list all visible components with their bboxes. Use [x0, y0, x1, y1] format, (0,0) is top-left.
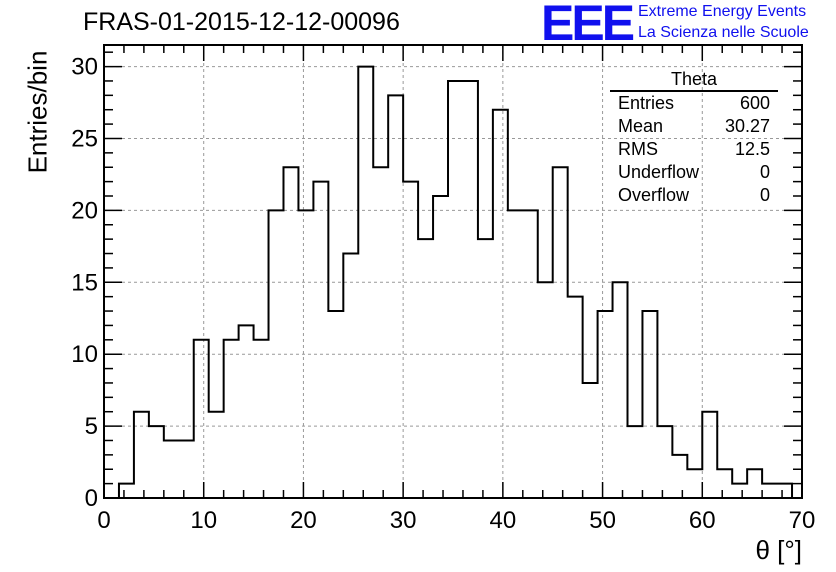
y-tick-label: 0 — [85, 485, 98, 512]
x-tick-label: 20 — [290, 507, 317, 534]
x-tick-label: 50 — [589, 507, 616, 534]
histogram-bin — [283, 167, 298, 498]
x-tick-label: 0 — [97, 507, 110, 534]
y-tick-label: 25 — [71, 125, 98, 152]
histogram-bin — [224, 340, 239, 498]
stats-row-rms: RMS 12.5 — [610, 138, 778, 161]
histogram-bin — [433, 196, 448, 498]
run-title: FRAS-01-2015-12-12-00096 — [83, 8, 400, 36]
stats-row-entries: Entries 600 — [610, 92, 778, 115]
histogram-bin — [149, 426, 164, 498]
histogram-bin — [762, 484, 777, 498]
x-tick-label: 10 — [190, 507, 217, 534]
plot-frame — [103, 44, 803, 499]
x-tick-label: 70 — [789, 507, 816, 534]
stats-box: Theta Entries 600 Mean 30.27 RMS 12.5 Un… — [610, 69, 778, 207]
histogram-bin — [164, 440, 179, 498]
axis-ticks — [103, 45, 803, 499]
histogram-bin — [478, 239, 493, 498]
stats-value: 0 — [759, 162, 770, 182]
histogram-bin — [493, 110, 508, 498]
histogram-step-line — [117, 65, 794, 498]
logo-line-1: Extreme Energy Events — [638, 3, 807, 20]
histogram-bin — [568, 297, 583, 498]
histogram-bin — [583, 383, 598, 498]
histogram-bin — [373, 167, 388, 498]
histogram-bin — [194, 340, 209, 498]
histogram-bin — [642, 311, 657, 498]
histogram-bin — [134, 412, 149, 498]
histogram-bin — [388, 95, 403, 498]
histogram-bin — [298, 210, 313, 498]
y-tick-label: 30 — [71, 54, 98, 81]
histogram-bin — [209, 412, 224, 498]
histogram-bin — [747, 469, 762, 498]
stats-label: Entries — [618, 93, 675, 113]
histogram-bin — [239, 325, 254, 498]
stats-value: 0 — [759, 185, 770, 205]
histogram-bin — [598, 311, 613, 498]
y-tick-label: 15 — [71, 269, 98, 296]
histogram-bin — [448, 81, 463, 498]
logo-line-2: La Scienza nelle Scuole — [638, 24, 809, 41]
stats-value: 600 — [739, 93, 770, 113]
stats-label: Mean — [618, 116, 664, 136]
histogram-bin — [119, 484, 134, 498]
histogram-bin — [538, 282, 553, 498]
histogram-bin — [687, 469, 702, 498]
eee-logo: EEE — [541, 0, 635, 51]
x-tick-label: 60 — [689, 507, 716, 534]
stats-label: Underflow — [618, 162, 700, 182]
stats-label: Overflow — [618, 185, 690, 205]
axis-tick-labels: 0 10 20 30 40 50 60 70 0 5 10 15 20 25 30 — [71, 54, 815, 534]
histogram-bin — [672, 455, 687, 498]
histogram-bin — [657, 426, 672, 498]
histogram-bin — [269, 210, 284, 498]
y-axis-label: Entries/bin — [22, 50, 53, 174]
stats-value: 30.27 — [724, 116, 770, 136]
histogram-bin — [254, 340, 269, 498]
stats-title: Theta — [610, 69, 778, 92]
stats-row-overflow: Overflow 0 — [610, 184, 778, 207]
histogram-bin — [313, 182, 328, 498]
histogram-bin — [717, 469, 732, 498]
histogram-bin — [553, 167, 568, 498]
y-tick-label: 20 — [71, 197, 98, 224]
stats-row-mean: Mean 30.27 — [610, 115, 778, 138]
histogram-bin — [328, 311, 343, 498]
histogram-bin — [702, 412, 717, 498]
grid-lines — [104, 45, 802, 498]
histogram-series — [117, 65, 794, 498]
histogram-bin — [343, 254, 358, 498]
stats-value: 12.5 — [734, 139, 770, 159]
x-tick-label: 30 — [390, 507, 417, 534]
histogram-bin — [463, 81, 478, 498]
y-tick-label: 5 — [85, 413, 98, 440]
stats-label: RMS — [618, 139, 658, 159]
histogram-bin — [732, 484, 747, 498]
x-axis-label: θ [°] — [755, 535, 802, 565]
histogram-bin — [179, 440, 194, 498]
histogram-bin — [628, 426, 643, 498]
stats-row-underflow: Underflow 0 — [610, 161, 778, 184]
histogram-bin — [777, 484, 792, 498]
y-tick-label: 10 — [71, 341, 98, 368]
histogram-bin — [418, 239, 433, 498]
histogram-bin — [613, 282, 628, 498]
x-tick-label: 40 — [490, 507, 517, 534]
histogram-bin — [403, 182, 418, 498]
